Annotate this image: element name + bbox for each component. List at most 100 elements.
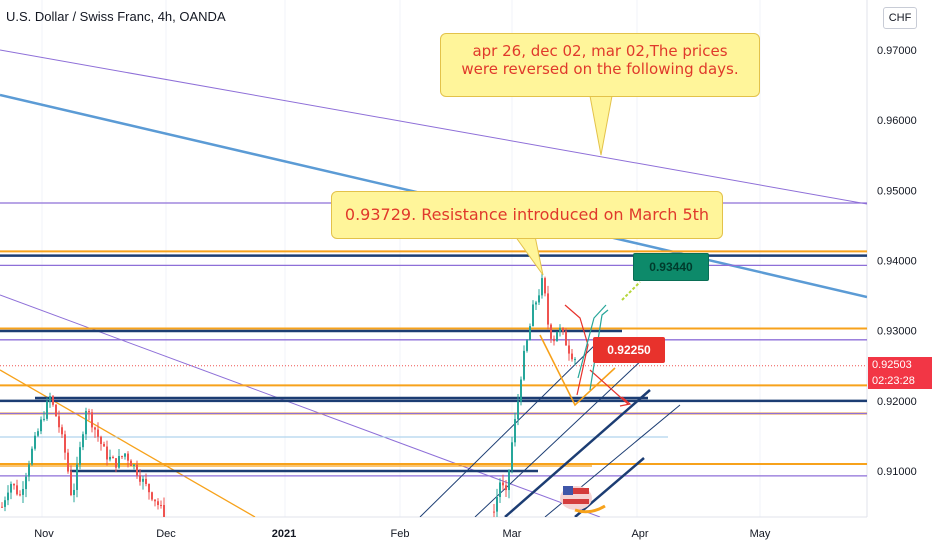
candle-body-31 <box>94 427 96 430</box>
candle-body-67 <box>529 326 531 341</box>
channel-line-2 <box>474 356 646 517</box>
candle-body-3 <box>10 483 12 493</box>
callout-resistance: 0.93729. Resistance introduced on March … <box>331 191 723 239</box>
candle-body-35 <box>106 446 108 460</box>
candle-body-66 <box>526 340 528 351</box>
trendline-purple-upper <box>0 49 867 205</box>
drawing-red-arrow <box>589 369 629 405</box>
candle-body-80 <box>568 345 570 354</box>
candle-body-2 <box>7 492 9 501</box>
price-tick-0: 0.97000 <box>877 45 917 57</box>
candle-body-81 <box>571 353 573 360</box>
time-tick-5: Apr <box>631 528 648 540</box>
candle-body-49 <box>148 484 150 493</box>
candle-body-27 <box>82 434 84 448</box>
candle-body-12 <box>37 431 39 436</box>
candle-body-76 <box>556 331 558 342</box>
candle-body-9 <box>28 464 30 477</box>
current-price-tag: 0.92503 <box>868 357 932 373</box>
time-tick-1: Dec <box>156 528 176 540</box>
candle-body-45 <box>136 464 138 476</box>
flag-icon <box>560 486 606 514</box>
price-tick-1: 0.96000 <box>877 115 917 127</box>
candle-body-34 <box>103 443 105 447</box>
candle-body-78 <box>562 327 564 332</box>
candle-body-14 <box>43 418 45 420</box>
price-tick-6: 0.91000 <box>877 466 917 478</box>
candle-body-5 <box>16 485 18 495</box>
candle-body-39 <box>118 456 120 468</box>
candle-body-29 <box>88 411 90 413</box>
candle-body-64 <box>520 379 522 402</box>
price-tick-5: 0.92000 <box>877 396 917 408</box>
candle-body-26 <box>79 447 81 465</box>
candle-body-19 <box>58 416 60 428</box>
candle-body-33 <box>100 436 102 444</box>
candle-body-36 <box>109 456 111 460</box>
candle-body-75 <box>553 338 555 342</box>
price-tick-4: 0.93000 <box>877 326 917 338</box>
time-tick-3: Feb <box>391 528 410 540</box>
candle-body-46 <box>139 475 141 482</box>
candle-body-70 <box>538 295 540 303</box>
candle-body-79 <box>565 331 567 346</box>
candle-body-62 <box>514 419 516 443</box>
candle-body-42 <box>127 453 129 461</box>
candle-body-68 <box>532 304 534 327</box>
candle-body-40 <box>121 456 123 458</box>
symbol-title: U.S. Dollar / Swiss Franc, 4h, OANDA <box>6 9 226 24</box>
candle-body-82 <box>574 359 576 361</box>
callout-reversal-pointer <box>589 95 613 156</box>
candle-body-25 <box>76 464 78 490</box>
candle-body-7 <box>22 489 24 495</box>
candle-body-28 <box>85 411 87 435</box>
bar-countdown-tag: 02:23:28 <box>868 373 932 389</box>
candle-body-43 <box>130 460 132 466</box>
candle-body-63 <box>517 401 519 420</box>
time-tick-4: Mar <box>503 528 522 540</box>
candle-body-21 <box>64 434 66 453</box>
candle-body-20 <box>61 427 63 435</box>
channel-line-1 <box>419 339 601 517</box>
candle-body-52 <box>157 501 159 506</box>
price-tick-3: 0.94000 <box>877 256 917 268</box>
candle-body-30 <box>91 412 93 428</box>
candle-body-60 <box>508 469 510 491</box>
candle-body-1 <box>4 500 6 507</box>
time-tick-6: May <box>750 528 771 540</box>
candle-body-54 <box>163 505 165 517</box>
candle-body-47 <box>142 478 144 482</box>
drawing-red-arrowhead <box>619 396 632 407</box>
candle-body-10 <box>31 448 33 465</box>
drawing-red-path <box>564 304 589 396</box>
candle-body-74 <box>550 324 552 339</box>
candle-body-44 <box>133 464 135 466</box>
candle-body-65 <box>523 350 525 380</box>
candle-body-32 <box>97 429 99 437</box>
drawing-green-up-2 <box>589 309 609 391</box>
candle-body-59 <box>505 485 507 491</box>
candle-body-37 <box>112 456 114 459</box>
candle-body-11 <box>34 435 36 449</box>
price-tick-2: 0.95000 <box>877 185 917 197</box>
time-tick-2: 2021 <box>272 528 296 540</box>
drawing-target-connector <box>621 281 641 301</box>
time-tick-0: Nov <box>34 528 54 540</box>
channel-line-5 <box>574 457 645 517</box>
callout-reversal-line1: apr 26, dec 02, mar 02,The prices <box>472 42 728 60</box>
candle-body-17 <box>52 396 54 405</box>
currency-button[interactable]: CHF <box>883 7 917 29</box>
callout-reversal-line2: were reversed on the following days. <box>461 60 739 78</box>
candle-body-58 <box>502 482 504 486</box>
candle-body-41 <box>124 453 126 457</box>
candle-body-15 <box>46 401 48 419</box>
candle-body-71 <box>541 278 543 296</box>
candle-body-51 <box>154 499 156 502</box>
candle-body-55 <box>493 511 495 513</box>
candle-body-57 <box>499 482 501 498</box>
candle-body-50 <box>151 492 153 500</box>
candle-body-18 <box>55 404 57 417</box>
candle-body-53 <box>160 505 162 507</box>
trendline-orange-down <box>0 369 256 517</box>
